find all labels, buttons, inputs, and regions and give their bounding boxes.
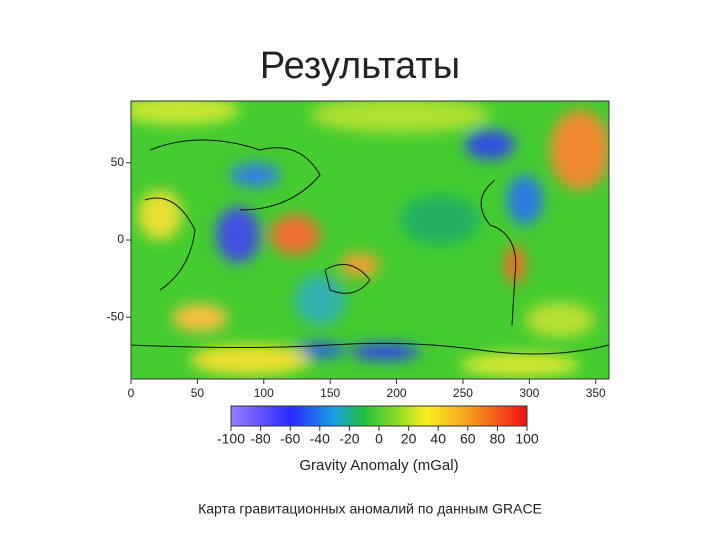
- x-tick-label: 250: [453, 386, 473, 400]
- y-tick-label: 0: [117, 232, 124, 246]
- colorbar-label: Gravity Anomaly (mGal): [299, 457, 458, 474]
- x-tick-label: 150: [320, 386, 340, 400]
- x-tick-label: 50: [191, 386, 205, 400]
- y-tick-label: -50: [107, 309, 125, 323]
- colorbar-tick-label: -80: [250, 431, 270, 447]
- colorbar-tick-label: -40: [310, 431, 330, 447]
- x-tick-label: 200: [387, 386, 407, 400]
- caption: Карта гравитационных аномалий по данным …: [198, 501, 542, 517]
- x-tick-label: 100: [254, 386, 274, 400]
- colorbar-tick-label: 40: [430, 431, 446, 447]
- colorbar-tick-label: -20: [339, 431, 359, 447]
- slide-title: Результаты: [260, 45, 460, 87]
- x-tick-label: 300: [519, 386, 539, 400]
- colorbar-tick-label: 20: [401, 431, 417, 447]
- x-tick-label: 350: [586, 386, 606, 400]
- x-tick-label: 0: [128, 386, 135, 400]
- colorbar: [230, 405, 528, 427]
- gravity-map: [131, 101, 609, 379]
- y-tick-label: 50: [111, 155, 125, 169]
- colorbar-tick-label: -60: [280, 431, 300, 447]
- colorbar-tick-label: 100: [515, 431, 539, 447]
- colorbar-tick-label: 0: [375, 431, 383, 447]
- colorbar-tick-label: -100: [217, 431, 245, 447]
- colorbar-tick-label: 60: [460, 431, 476, 447]
- colorbar-tick-label: 80: [490, 431, 506, 447]
